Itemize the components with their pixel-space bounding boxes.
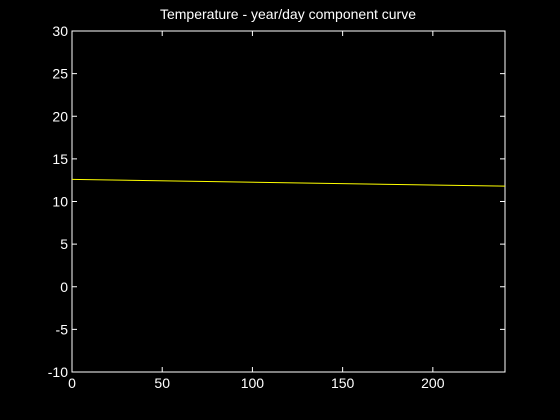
y-tick-label: 15 [52, 151, 68, 167]
x-tick-label: 150 [331, 375, 355, 391]
y-tick-label: -5 [56, 321, 69, 337]
series-line [71, 178, 506, 187]
y-tick-label: 30 [52, 23, 68, 39]
x-tick-label: 0 [68, 375, 76, 391]
x-tick-label: 100 [241, 375, 265, 391]
y-tick-label: 10 [52, 194, 68, 210]
y-tick-label: 20 [52, 108, 68, 124]
y-tick-label: 5 [60, 236, 68, 252]
x-tick-label: 200 [421, 375, 445, 391]
y-tick-label: 25 [52, 66, 68, 82]
y-tick-label: -10 [48, 364, 68, 380]
x-tick-label: 50 [154, 375, 170, 391]
y-tick-label: 0 [60, 279, 68, 295]
plot-area: 0 50 100 150 200 -10 -5 0 5 10 15 20 25 30 [48, 23, 506, 391]
chart-title: Temperature - year/day component curve [160, 6, 416, 22]
